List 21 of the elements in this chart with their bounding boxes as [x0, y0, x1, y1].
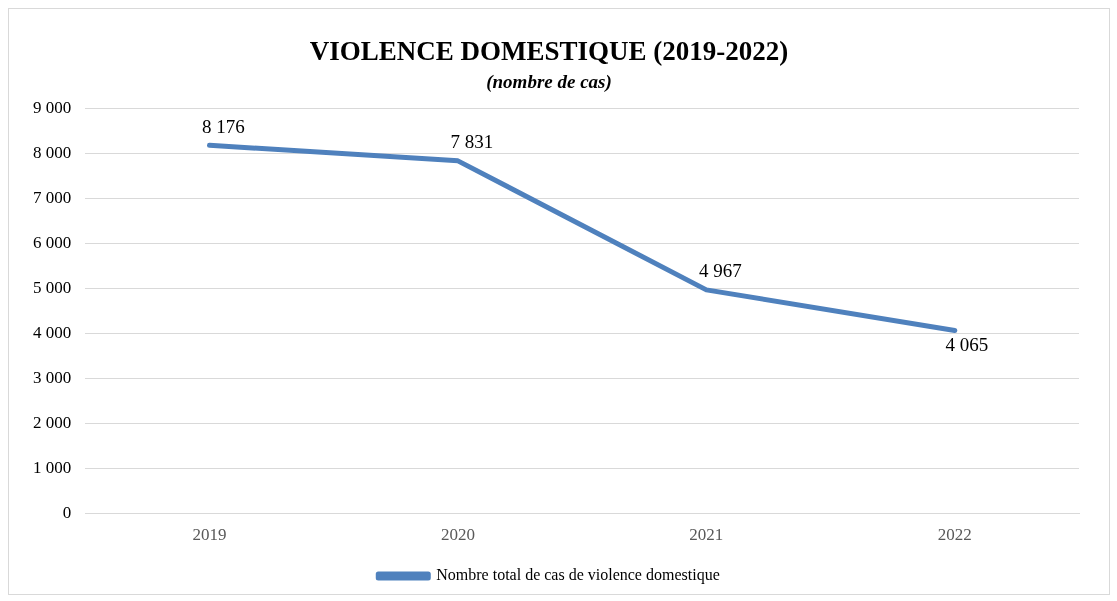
legend-label: Nombre total de cas de violence domestique — [436, 566, 720, 585]
chart-subtitle: (nombre de cas) — [486, 70, 612, 93]
y-tick-label: 0 — [62, 503, 72, 523]
y-tick-label: 8 000 — [33, 142, 72, 162]
data-label: 8 176 — [202, 115, 245, 137]
x-tick-label: 2019 — [192, 525, 227, 545]
x-tick-label: 2022 — [937, 525, 972, 545]
y-tick-label: 3 000 — [33, 367, 72, 387]
y-tick-label: 2 000 — [33, 412, 72, 432]
y-tick-label: 7 000 — [33, 187, 72, 207]
y-tick-label: 9 000 — [33, 97, 72, 117]
data-label: 7 831 — [450, 131, 494, 153]
data-label: 4 065 — [945, 333, 989, 355]
chart-title: VIOLENCE DOMESTIQUE (2019-2022) — [309, 36, 789, 67]
y-tick-label: 1 000 — [33, 458, 72, 478]
y-tick-label: 6 000 — [33, 232, 72, 252]
y-tick-label: 4 000 — [33, 322, 72, 342]
data-label: 4 967 — [698, 260, 742, 282]
y-tick-label: 5 000 — [33, 277, 72, 297]
x-tick-label: 2020 — [440, 525, 475, 545]
x-tick-label: 2021 — [689, 525, 724, 545]
